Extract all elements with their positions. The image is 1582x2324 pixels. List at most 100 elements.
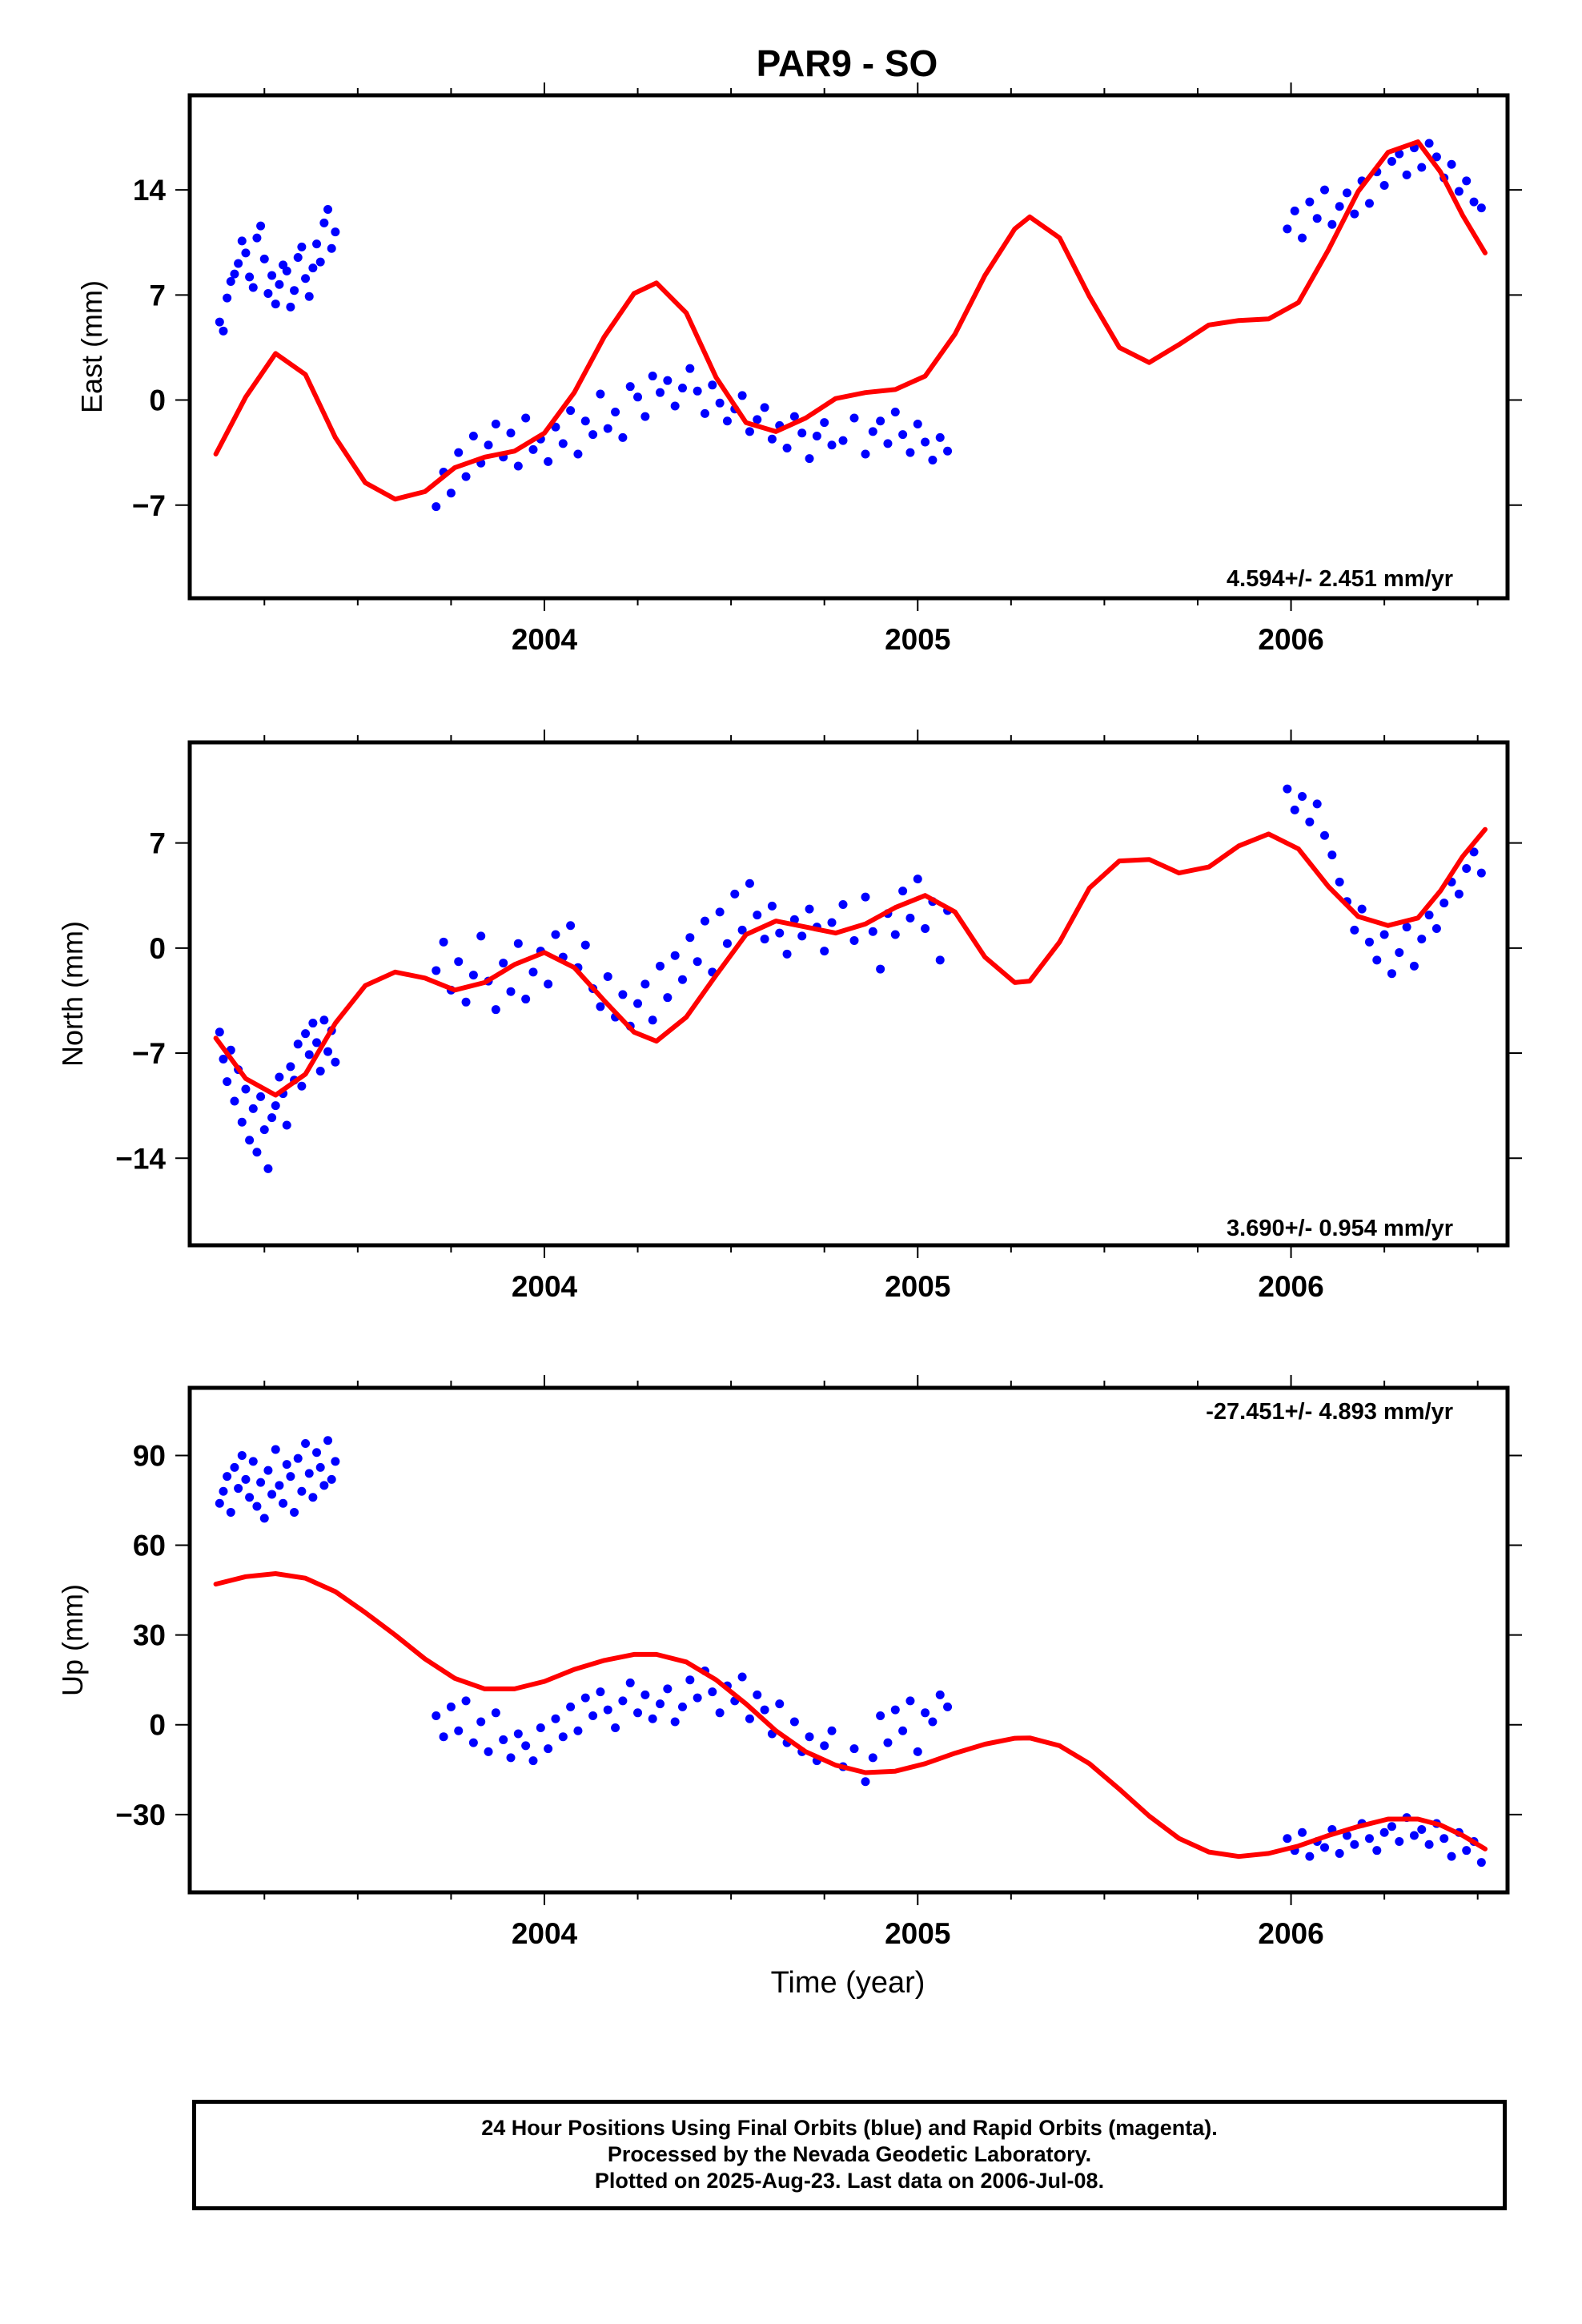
data-point (275, 279, 284, 289)
data-point (827, 440, 837, 450)
data-point (312, 239, 322, 249)
data-point (603, 424, 612, 433)
data-point (566, 921, 576, 931)
data-point (1342, 188, 1351, 198)
data-point (588, 430, 598, 440)
data-point (279, 1498, 288, 1508)
data-point (1462, 176, 1472, 186)
data-point (1476, 868, 1486, 878)
data-point (506, 428, 516, 438)
data-point (730, 889, 740, 899)
data-point (760, 403, 769, 412)
data-point (921, 923, 930, 933)
data-point (1402, 170, 1411, 179)
data-point (1312, 214, 1322, 223)
data-point (513, 461, 523, 471)
north-rate-label: 3.690+/- 0.954 mm/yr (1227, 1216, 1453, 1241)
data-point (219, 1486, 228, 1496)
data-point (506, 987, 516, 996)
data-point (1350, 1839, 1359, 1849)
data-point (282, 1120, 291, 1130)
data-point (868, 927, 877, 936)
data-point (1372, 955, 1382, 965)
data-point (513, 939, 523, 948)
data-point (656, 388, 665, 397)
data-point (1469, 847, 1479, 857)
data-point (1462, 1846, 1472, 1856)
data-point (223, 293, 232, 303)
data-point (596, 389, 605, 399)
data-point (805, 454, 814, 464)
data-point (913, 875, 922, 884)
data-point (1312, 799, 1322, 809)
data-point (656, 1699, 665, 1709)
data-point (271, 1101, 280, 1111)
data-point (789, 915, 799, 924)
data-point (827, 918, 837, 927)
data-point (1379, 930, 1389, 939)
data-point (670, 401, 680, 411)
north-marks (213, 784, 1488, 1173)
data-point (513, 1729, 523, 1739)
data-point (319, 1015, 329, 1025)
data-point (491, 420, 500, 429)
data-point (573, 1726, 583, 1735)
data-point (715, 1708, 725, 1718)
data-point (476, 1717, 486, 1727)
data-point (331, 227, 340, 237)
data-point (883, 1738, 893, 1747)
data-point (1476, 203, 1486, 213)
data-point (678, 1702, 688, 1711)
data-point (737, 391, 747, 400)
data-point (1335, 202, 1344, 211)
data-point (782, 444, 792, 453)
data-point (1298, 233, 1307, 243)
data-point (670, 951, 680, 960)
data-point (633, 392, 643, 402)
y-tick-label: 7 (149, 827, 166, 860)
data-point (715, 398, 725, 408)
data-point (1350, 209, 1359, 219)
data-point (241, 1474, 251, 1484)
data-point (267, 1490, 277, 1499)
data-point (603, 971, 612, 981)
data-point (323, 1047, 333, 1056)
data-point (685, 1675, 695, 1685)
data-point (219, 1055, 228, 1064)
data-point (248, 283, 258, 292)
data-point (898, 887, 908, 896)
data-point (215, 1027, 224, 1037)
data-point (491, 1005, 500, 1015)
data-point (1335, 1848, 1344, 1858)
data-point (603, 1705, 612, 1715)
data-point (753, 911, 762, 920)
y-tick-label: 7 (149, 279, 166, 312)
data-point (876, 1711, 885, 1721)
x-tick-label: 2005 (885, 1917, 950, 1950)
data-point (921, 437, 930, 447)
x-tick-label: 2004 (512, 623, 578, 656)
data-point (297, 1081, 307, 1091)
data-point (1290, 206, 1299, 215)
up-y-axis-label: Up (mm) (56, 1584, 89, 1696)
data-point (648, 1714, 657, 1723)
data-point (528, 967, 538, 977)
data-point (252, 1148, 262, 1157)
data-point (461, 1696, 471, 1706)
data-point (468, 971, 478, 980)
data-point (789, 412, 799, 421)
data-point (1320, 1843, 1330, 1852)
data-point (1327, 219, 1337, 229)
data-point (312, 1448, 322, 1458)
data-point (263, 288, 273, 298)
data-point (267, 271, 277, 280)
data-point (861, 449, 870, 459)
data-point (1364, 1834, 1374, 1844)
y-tick-label: 60 (133, 1530, 166, 1562)
data-point (708, 1687, 717, 1697)
data-point (1298, 1827, 1307, 1837)
data-point (544, 1744, 553, 1754)
data-point (611, 1723, 620, 1732)
data-point (913, 1747, 922, 1756)
